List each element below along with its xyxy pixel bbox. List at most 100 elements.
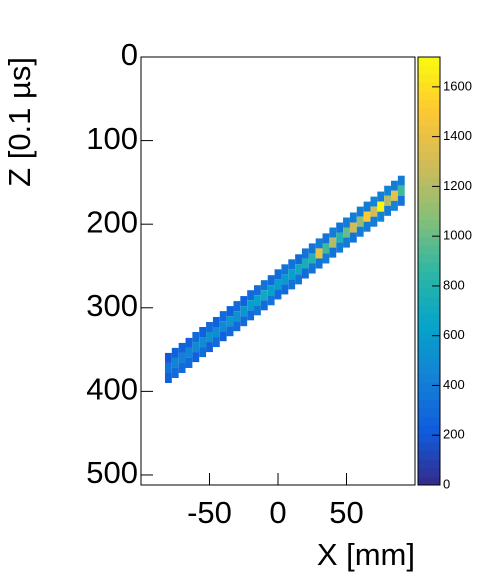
heat-cell: [178, 362, 186, 373]
colorbar-band: [418, 228, 440, 238]
heat-cell: [206, 332, 213, 343]
heat-cell: [391, 180, 398, 191]
colorbar-band: [418, 151, 440, 161]
colorbar-band: [418, 288, 440, 298]
heat-cell: [384, 195, 392, 206]
heat-cell: [219, 311, 227, 322]
colorbar-band: [418, 476, 440, 486]
colorbar-band: [418, 74, 440, 84]
heat-cell: [370, 196, 378, 207]
colorbar-band: [418, 57, 440, 67]
heat-cell: [336, 222, 344, 233]
heat-cell: [377, 201, 385, 212]
colorbar-band: [418, 211, 440, 221]
colorbar-band: [418, 356, 440, 366]
colorbar-band: [418, 116, 440, 126]
heat-cell: [178, 342, 186, 353]
colorbar-tick-label: 800: [443, 277, 465, 292]
heat-cell: [192, 342, 200, 353]
colorbar-band: [418, 82, 440, 92]
heat-cell: [164, 372, 172, 384]
colorbar-band: [418, 425, 440, 435]
colorbar-band: [418, 442, 440, 452]
heat-cell: [178, 352, 186, 363]
heat-cell: [329, 237, 337, 248]
heat-cell: [247, 290, 255, 301]
heat-cell: [329, 247, 337, 258]
heat-cell: [281, 284, 289, 295]
colorbar-band: [418, 168, 440, 178]
heat-cell: [267, 295, 275, 306]
colorbar-tick-label: 200: [443, 427, 465, 442]
heat-cell: [274, 289, 282, 300]
heat-cell: [240, 316, 248, 327]
heat-cell: [206, 342, 213, 353]
colorbar-band: [418, 450, 440, 460]
colorbar-band: [418, 185, 440, 195]
colorbar-band: [418, 202, 440, 212]
heat-cell: [288, 269, 296, 280]
y-tick-label: 300: [86, 288, 138, 323]
heat-cell: [260, 280, 268, 291]
colorbar-band: [418, 91, 440, 101]
heat-cell: [391, 190, 398, 201]
heat-cell: [329, 227, 337, 238]
heat-cell: [295, 264, 302, 275]
colorbar-tick-label: 0: [443, 476, 450, 491]
x-tick-label: -50: [187, 495, 232, 530]
colorbar-band: [418, 262, 440, 272]
heat-cell: [233, 301, 241, 312]
heat-cell: [322, 233, 330, 244]
colorbar-band: [418, 348, 440, 358]
colorbar-band: [418, 65, 440, 75]
colorbar-band: [418, 159, 440, 169]
heat-cell: [171, 357, 179, 368]
heat-cell: [240, 306, 248, 317]
heat-cell: [267, 275, 275, 286]
colorbar-band: [418, 365, 440, 375]
heat-cell: [308, 243, 316, 254]
colorbar-band: [418, 305, 440, 315]
heat-cell: [308, 263, 316, 274]
colorbar-band: [418, 373, 440, 383]
heat-cell: [315, 248, 323, 259]
heat-cell: [267, 285, 275, 296]
heat-cell: [185, 357, 193, 368]
colorbar-tick-label: 1600: [443, 78, 472, 93]
heat-cell: [363, 221, 371, 232]
colorbar-band: [418, 99, 440, 109]
heat-cell: [254, 295, 261, 306]
colorbar-band: [418, 279, 440, 289]
heat-cell: [322, 253, 330, 264]
heat-cell: [171, 367, 179, 378]
heat-cell: [336, 232, 344, 243]
colorbar-band: [418, 433, 440, 443]
heat-cell: [349, 232, 357, 243]
heat-cell: [260, 290, 268, 301]
heat-cell: [356, 226, 364, 237]
colorbar-band: [418, 134, 440, 144]
colorbar-tick-label: 1200: [443, 178, 472, 193]
heat-cell: [301, 248, 309, 259]
y-axis-label: Z [0.1 µs]: [2, 57, 37, 187]
colorbar-band: [418, 271, 440, 281]
heat-cell: [206, 321, 213, 333]
heat-cell: [260, 300, 268, 311]
y-tick-label: 200: [86, 204, 138, 239]
heat-cell: [349, 212, 357, 223]
heat-cell: [219, 321, 227, 332]
heat-cell: [349, 222, 357, 233]
heat-cell: [226, 316, 234, 327]
x-tick-label: 50: [329, 495, 363, 530]
heat-cell: [212, 337, 220, 348]
heat-cell: [212, 327, 220, 338]
colorbar-band: [418, 193, 440, 204]
heat-cell: [288, 279, 296, 290]
colorbar-band: [418, 236, 440, 246]
colorbar-band: [418, 253, 440, 263]
heat-cell: [301, 268, 309, 279]
heat-cell: [363, 201, 371, 212]
heat-cell: [377, 191, 385, 202]
heat-cell: [343, 237, 350, 248]
